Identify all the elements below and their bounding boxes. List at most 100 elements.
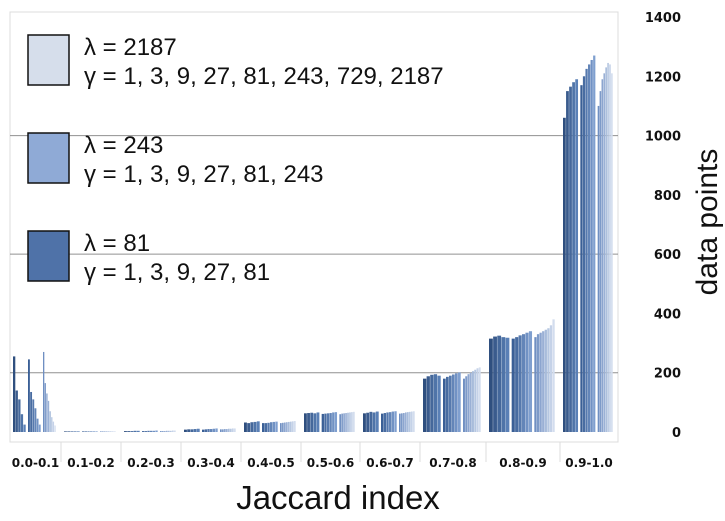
x-tick-label: 0.1-0.2 xyxy=(67,456,115,470)
bar xyxy=(155,430,158,432)
bar xyxy=(411,411,413,432)
bar xyxy=(114,431,116,432)
x-tick-label: 0.4-0.5 xyxy=(247,456,295,470)
legend-series-name: λ = 81 xyxy=(84,230,150,257)
legend-series-subtitle: γ = 1, 3, 9, 27, 81, 243, 729, 2187 xyxy=(84,63,444,90)
bar xyxy=(603,73,606,433)
y-tick-labels: 0 200 400 600 800 1000 1200 1400 xyxy=(645,11,681,441)
bar xyxy=(430,374,434,432)
bar xyxy=(104,431,106,432)
bar xyxy=(36,418,39,432)
x-tick-label: 0.9-1.0 xyxy=(565,456,613,470)
bar xyxy=(528,331,533,432)
x-tick-label: 0.0-0.1 xyxy=(12,456,60,470)
bar xyxy=(536,334,540,432)
bar xyxy=(386,412,389,432)
bar xyxy=(326,413,330,432)
bar xyxy=(334,412,338,432)
bar xyxy=(372,412,376,432)
bar xyxy=(389,412,392,432)
bar xyxy=(210,429,213,432)
bar xyxy=(332,412,335,432)
bar xyxy=(112,431,114,432)
bar xyxy=(202,429,205,432)
bar xyxy=(501,337,506,432)
bar xyxy=(172,430,174,432)
legend-series-name: λ = 2187 xyxy=(84,34,177,61)
bar xyxy=(102,431,104,432)
bar xyxy=(542,331,545,432)
bar xyxy=(423,378,427,432)
bar xyxy=(599,91,602,432)
bar xyxy=(413,411,415,432)
bar xyxy=(469,372,472,432)
bar xyxy=(67,431,71,432)
bar xyxy=(234,428,236,432)
bar xyxy=(133,430,137,432)
y-tick-label: 800 xyxy=(654,189,681,204)
bar xyxy=(230,428,232,432)
bar xyxy=(170,430,172,432)
bar xyxy=(446,376,449,432)
bar xyxy=(549,325,553,432)
bar xyxy=(84,431,88,432)
bar xyxy=(15,390,18,432)
bar xyxy=(168,430,170,432)
bar xyxy=(196,428,200,432)
bar xyxy=(478,367,481,432)
bar xyxy=(13,356,16,432)
y-tick-label: 200 xyxy=(654,367,681,382)
bar xyxy=(343,413,345,432)
bar xyxy=(304,413,307,432)
bar xyxy=(49,411,51,432)
bar xyxy=(409,411,411,432)
x-tick-label: 0.3-0.4 xyxy=(187,456,235,470)
y-tick-label: 1000 xyxy=(645,130,681,145)
bar xyxy=(18,399,21,432)
x-tick-label: 0.2-0.3 xyxy=(127,456,175,470)
bar xyxy=(282,422,284,432)
bar xyxy=(341,413,343,432)
bar xyxy=(463,378,465,432)
bar xyxy=(497,335,502,432)
bar xyxy=(244,422,247,432)
bar xyxy=(353,411,355,432)
bar xyxy=(193,429,197,432)
bar xyxy=(174,430,176,432)
bar xyxy=(110,431,112,432)
bar xyxy=(369,411,373,432)
bar xyxy=(152,430,156,432)
bar xyxy=(351,412,353,432)
bar xyxy=(184,429,187,432)
bar xyxy=(394,411,397,432)
bar xyxy=(250,422,254,432)
bar xyxy=(292,421,294,432)
bar xyxy=(366,412,370,432)
bar xyxy=(433,374,438,432)
bar xyxy=(187,429,191,432)
bar xyxy=(212,428,216,432)
bar xyxy=(232,428,234,432)
bar xyxy=(130,431,134,432)
bar xyxy=(476,368,479,432)
bar xyxy=(20,414,24,432)
bar xyxy=(339,414,341,432)
bar xyxy=(580,85,583,432)
bar xyxy=(329,413,332,432)
bar xyxy=(605,67,607,433)
bar xyxy=(95,431,98,432)
bar xyxy=(443,378,446,432)
bar xyxy=(73,431,77,432)
x-axis-label: Jaccard index xyxy=(236,479,440,516)
bar xyxy=(127,431,131,432)
bar xyxy=(363,413,366,432)
legend-swatch xyxy=(27,132,70,184)
bar xyxy=(518,335,522,432)
bar xyxy=(593,55,596,433)
bar xyxy=(405,412,407,432)
bar xyxy=(525,332,529,432)
bar xyxy=(64,431,67,432)
bar xyxy=(82,431,85,432)
